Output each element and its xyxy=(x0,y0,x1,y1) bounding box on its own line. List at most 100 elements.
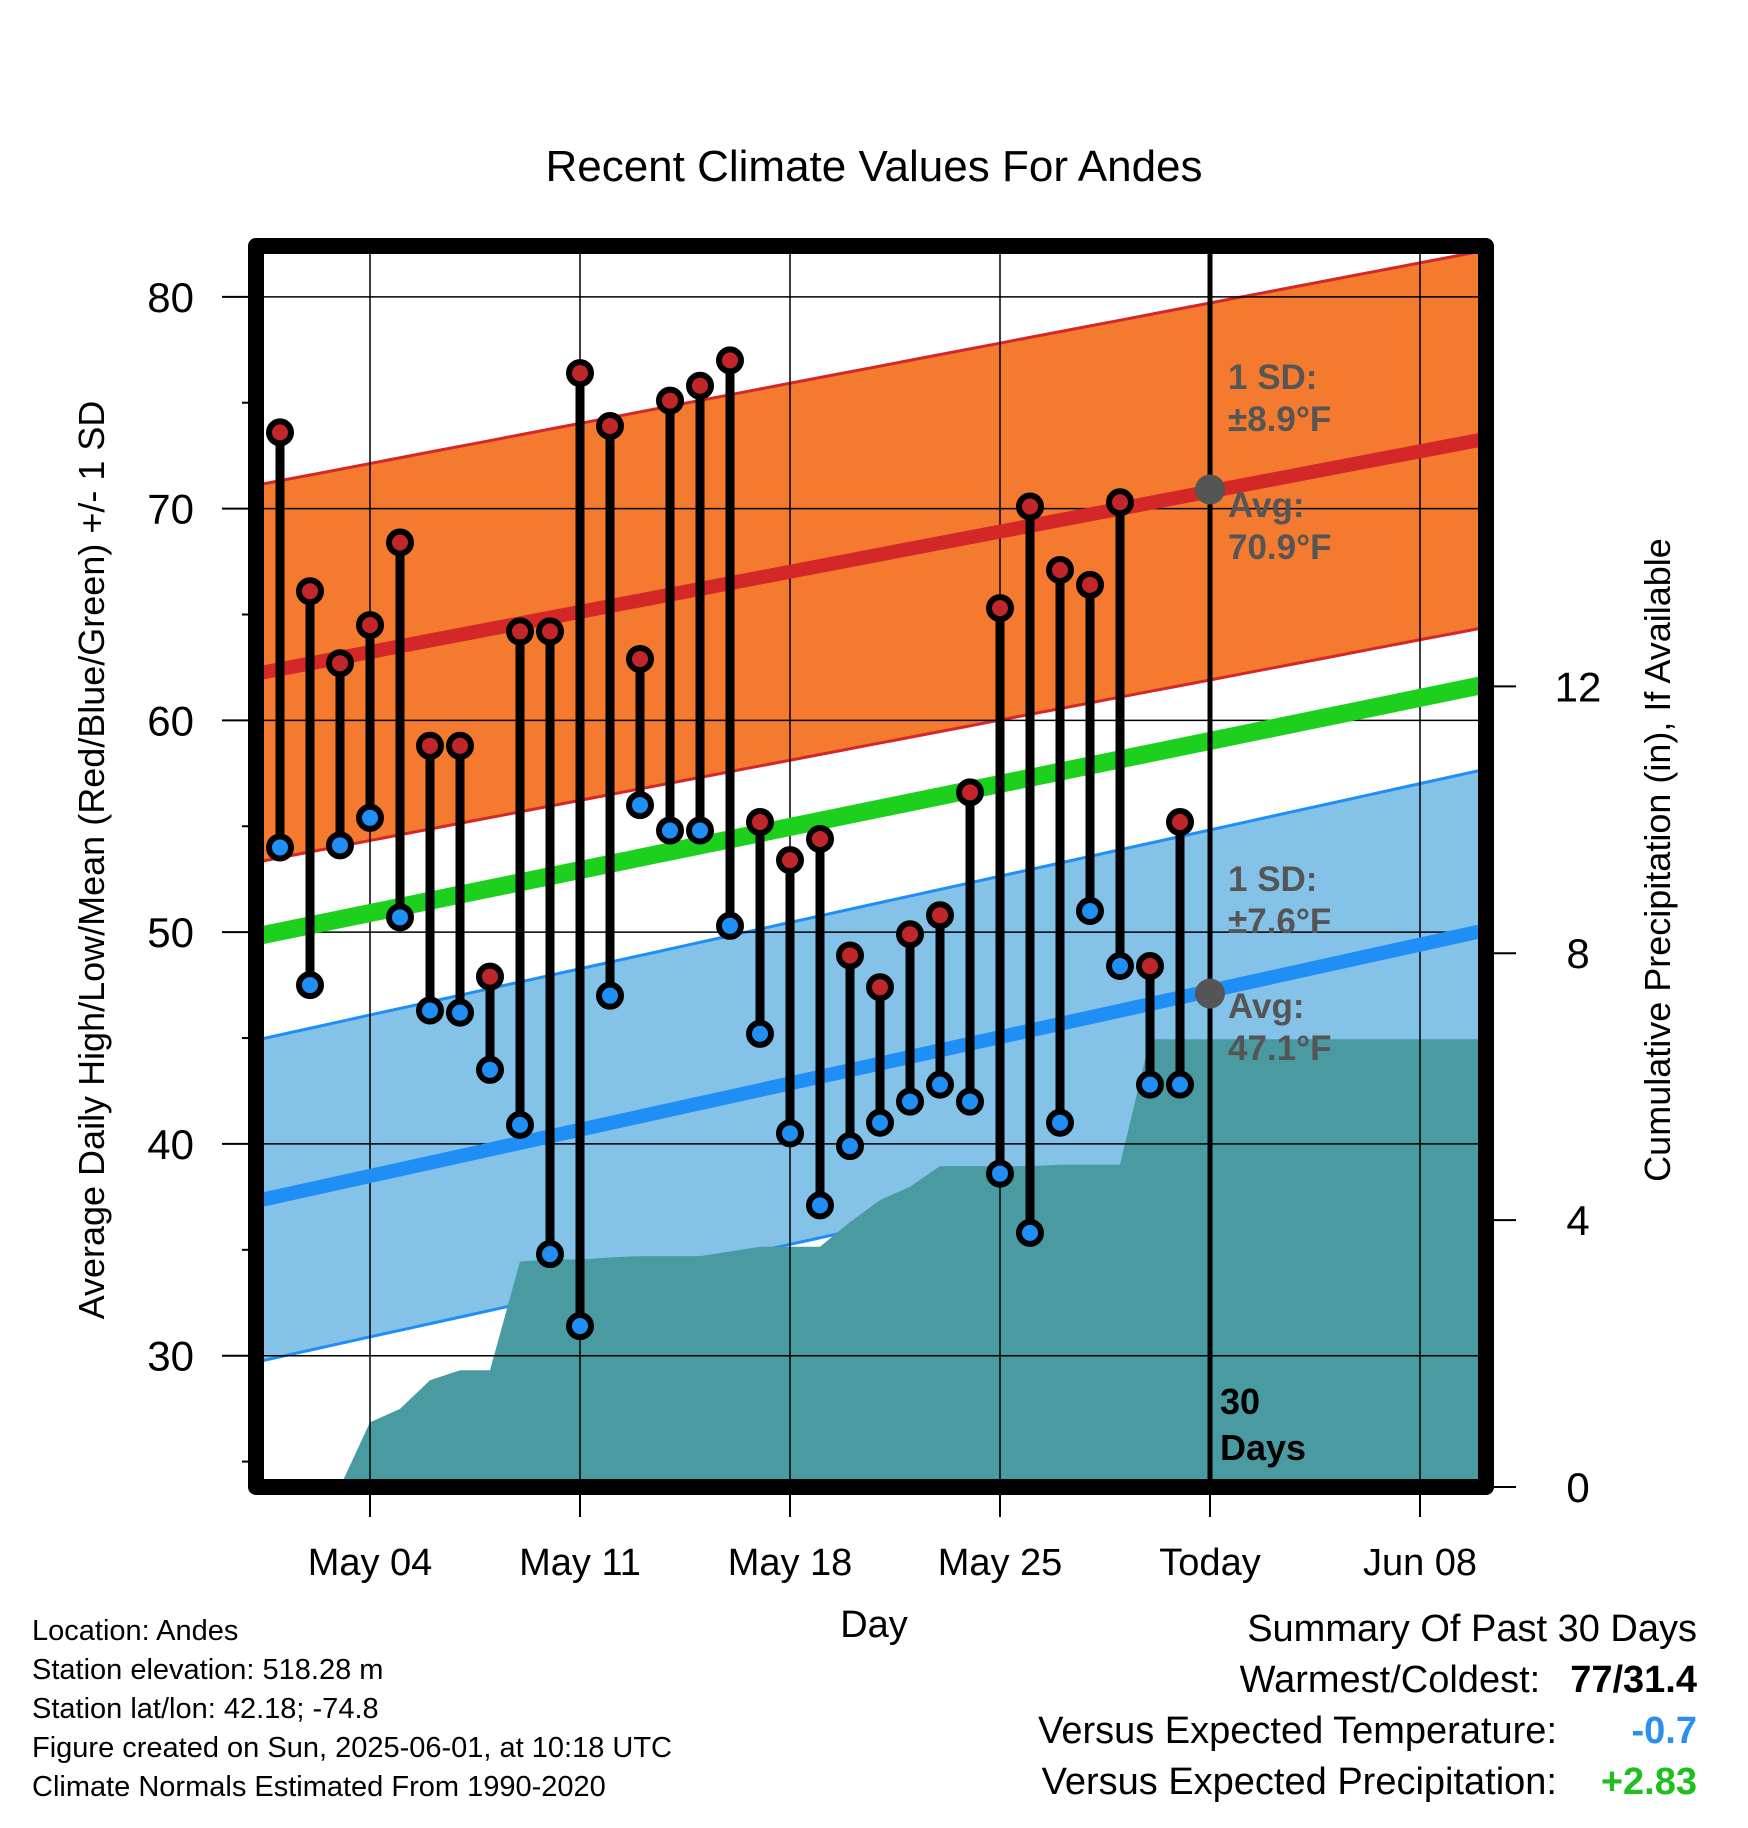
daily-high-point xyxy=(926,901,954,930)
summary-title: Summary Of Past 30 Days xyxy=(1247,1608,1697,1650)
daily-high-point xyxy=(326,649,354,678)
summary-warmest-row: Warmest/Coldest: 77/31.4 xyxy=(1038,1659,1697,1710)
daily-low-point xyxy=(836,1132,864,1161)
low-avg-value: 47.1°F xyxy=(1228,1029,1332,1068)
daily-high-point xyxy=(776,846,804,875)
daily-high-point xyxy=(626,644,654,673)
high-avg-value: 70.9°F xyxy=(1228,528,1332,567)
low-sd-label: 1 SD: xyxy=(1228,860,1317,899)
daily-low-point xyxy=(656,816,684,845)
daily-high-point xyxy=(566,359,594,388)
daily-high-point xyxy=(836,941,864,970)
x-axis-label: Day xyxy=(840,1604,908,1646)
daily-low-point xyxy=(986,1159,1014,1188)
daily-high-point xyxy=(956,778,984,807)
y2-tick-label: 4 xyxy=(1566,1197,1589,1244)
temp-value: -0.7 xyxy=(1631,1710,1697,1752)
daily-high-point xyxy=(1076,570,1104,599)
daily-high-point xyxy=(416,731,444,760)
daily-low-point xyxy=(476,1055,504,1084)
daily-high-point xyxy=(1166,808,1194,837)
daily-low-point xyxy=(716,911,744,940)
daily-low-point xyxy=(1076,896,1104,925)
y-tick-label: 80 xyxy=(147,274,194,321)
daily-high-point xyxy=(266,418,294,447)
chart-title: Recent Climate Values For Andes xyxy=(545,142,1202,191)
daily-high-point xyxy=(1106,488,1134,517)
daily-low-point xyxy=(326,831,354,860)
x-tick-label: May 11 xyxy=(519,1542,641,1584)
daily-low-point xyxy=(1106,952,1134,981)
station-info: Location: Andes Station elevation: 518.2… xyxy=(32,1612,672,1807)
daily-high-point xyxy=(596,412,624,441)
y-tick-label: 50 xyxy=(147,909,194,956)
daily-high-point xyxy=(806,824,834,853)
today-high-avg-marker xyxy=(1195,474,1225,505)
daily-low-point xyxy=(1136,1070,1164,1099)
warmest-label: Warmest/Coldest: xyxy=(1239,1659,1541,1701)
daily-high-point xyxy=(686,371,714,400)
daily-high-point xyxy=(656,386,684,415)
summary-panel: Summary Of Past 30 Days Warmest/Coldest:… xyxy=(1038,1608,1697,1812)
daily-low-point xyxy=(566,1312,594,1341)
daily-low-point xyxy=(746,1019,774,1048)
daily-low-point xyxy=(1166,1070,1194,1099)
daily-high-point xyxy=(536,617,564,646)
y-tick-label: 70 xyxy=(147,486,194,533)
daily-high-point xyxy=(1016,492,1044,521)
normal-high-line xyxy=(256,431,1486,681)
daily-low-point xyxy=(386,903,414,932)
x-tick-label: May 04 xyxy=(308,1542,433,1584)
x-tick-label: Today xyxy=(1159,1542,1260,1584)
daily-high-point xyxy=(1046,556,1074,585)
temp-label: Versus Expected Temperature: xyxy=(1038,1710,1557,1752)
daily-low-point xyxy=(956,1087,984,1116)
x-tick-label: Jun 08 xyxy=(1363,1542,1477,1584)
summary-temp-row: Versus Expected Temperature: -0.7 xyxy=(1038,1710,1697,1761)
normal-low-line xyxy=(256,923,1486,1208)
x-tick-label: May 25 xyxy=(938,1542,1063,1584)
low-avg-label: Avg: xyxy=(1228,987,1304,1026)
y2-tick-label: 8 xyxy=(1566,930,1589,977)
low-sd-value: ±7.6°F xyxy=(1228,902,1331,941)
days-word-label: Days xyxy=(1220,1427,1306,1468)
daily-low-point xyxy=(506,1110,534,1139)
precip-value: +2.83 xyxy=(1600,1761,1697,1803)
daily-low-point xyxy=(1046,1108,1074,1137)
daily-high-point xyxy=(1136,952,1164,981)
daily-high-point xyxy=(716,346,744,375)
daily-low-point xyxy=(806,1191,834,1220)
y-tick-label: 30 xyxy=(147,1333,194,1380)
latlon-text: Station lat/lon: 42.18; -74.8 xyxy=(32,1693,379,1725)
daily-low-point xyxy=(776,1119,804,1148)
daily-low-point xyxy=(296,971,324,1000)
daily-low-point xyxy=(1016,1218,1044,1247)
daily-high-point xyxy=(896,920,924,949)
elevation-text: Station elevation: 518.28 m xyxy=(32,1654,384,1686)
daily-low-point xyxy=(686,816,714,845)
daily-low-point xyxy=(866,1108,894,1137)
days-count-label: 30 xyxy=(1220,1381,1260,1422)
x-tick-label: May 18 xyxy=(728,1542,853,1584)
daily-high-point xyxy=(386,528,414,557)
daily-low-point xyxy=(596,981,624,1010)
y2-tick-label: 0 xyxy=(1566,1464,1589,1511)
daily-low-point xyxy=(926,1070,954,1099)
daily-high-point xyxy=(446,731,474,760)
location-text: Location: Andes xyxy=(32,1615,239,1647)
y2-tick-label: 12 xyxy=(1555,663,1602,710)
daily-high-point xyxy=(866,973,894,1002)
warmest-value: 77/31.4 xyxy=(1570,1659,1697,1701)
high-avg-label: Avg: xyxy=(1228,486,1304,525)
daily-low-point xyxy=(266,833,294,862)
daily-high-point xyxy=(986,594,1014,623)
daily-high-point xyxy=(296,577,324,606)
daily-low-point xyxy=(536,1240,564,1269)
high-sd-label: 1 SD: xyxy=(1228,358,1317,397)
daily-high-point xyxy=(356,611,384,640)
plot-frame xyxy=(248,238,1494,1495)
daily-high-point xyxy=(506,617,534,646)
y-tick-label: 60 xyxy=(147,697,194,744)
daily-low-point xyxy=(416,996,444,1025)
